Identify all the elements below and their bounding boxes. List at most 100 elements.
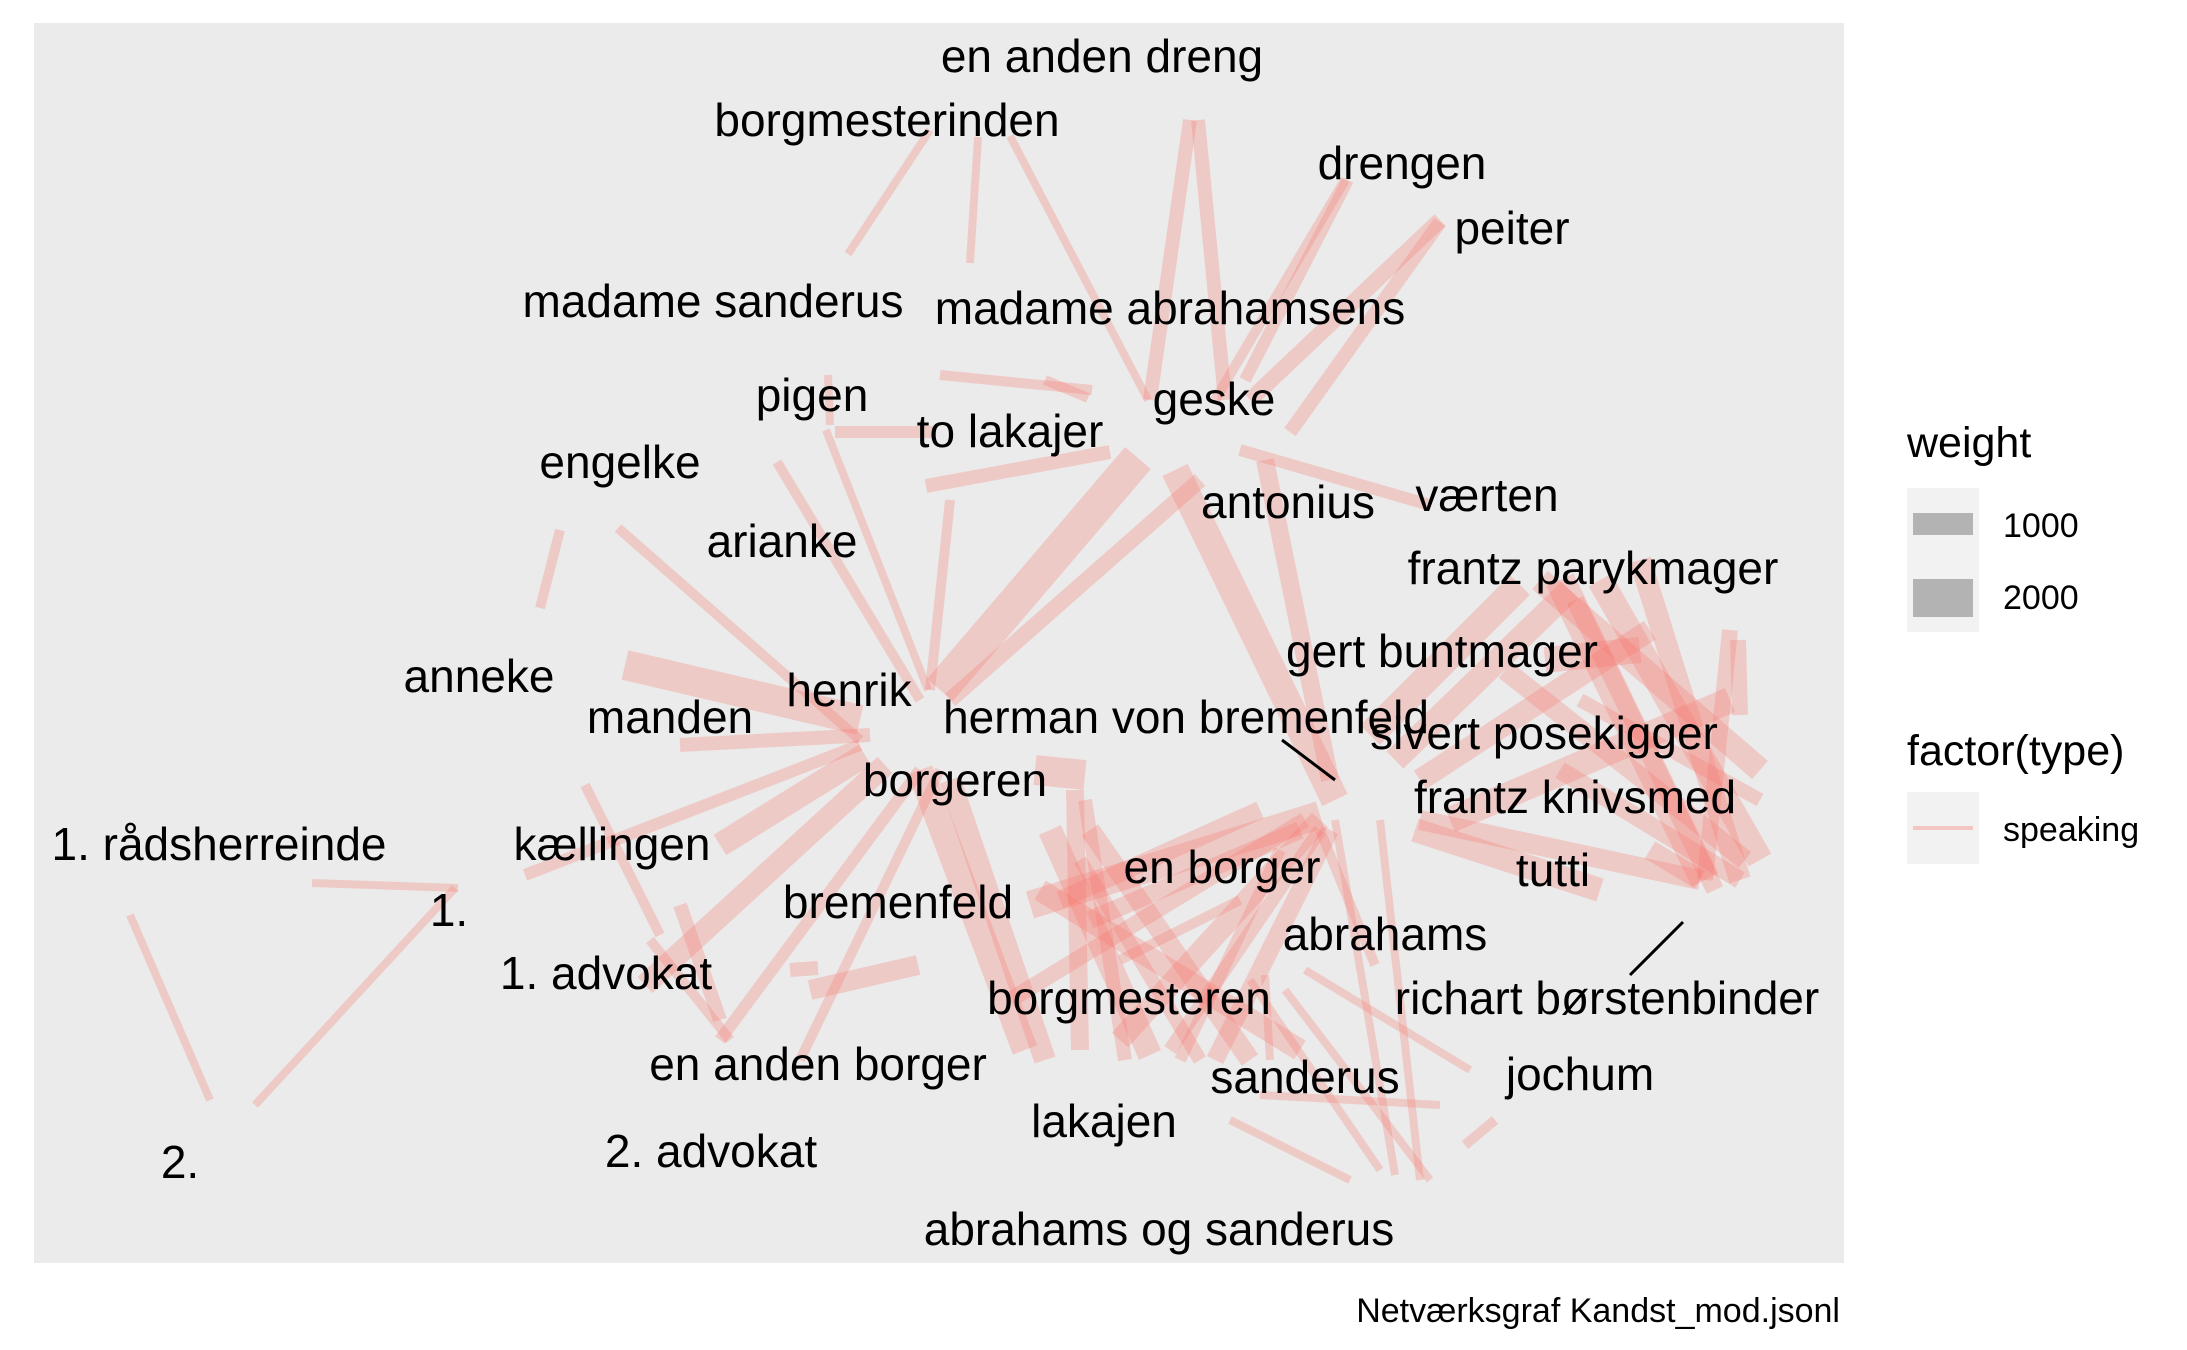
- legend-weight-swatch-2000: [1913, 579, 1973, 617]
- node-label: borgmesterinden: [714, 94, 1059, 146]
- node-label: geske: [1153, 373, 1276, 425]
- edge: [1143, 119, 1197, 401]
- edge: [715, 766, 925, 1044]
- edge: [1461, 1116, 1499, 1149]
- node-label: borgmesteren: [987, 972, 1271, 1024]
- node-label: to lakajer: [917, 405, 1104, 457]
- edge: [1376, 819, 1424, 1181]
- edge: [1034, 880, 1306, 1060]
- edge: [966, 136, 982, 264]
- edge: [1532, 570, 1768, 780]
- edge: [1360, 575, 1530, 745]
- node-label: en borger: [1124, 841, 1321, 893]
- edge: [795, 767, 945, 1063]
- edge: [1697, 629, 1738, 881]
- edge: [1073, 856, 1207, 1064]
- edge: [1546, 573, 1719, 887]
- edge: [824, 374, 834, 426]
- node-label: frantz parykmager: [1408, 542, 1779, 594]
- network-edges: [126, 119, 1772, 1184]
- node-label: bremenfeld: [783, 876, 1013, 928]
- edge: [1555, 762, 1745, 888]
- edge: [1078, 798, 1132, 1062]
- edge: [1386, 581, 1579, 769]
- edge: [1043, 375, 1090, 403]
- edge: [844, 127, 934, 257]
- edge: [614, 524, 864, 744]
- legend-type: factor(type) speaking: [1907, 727, 2139, 864]
- edge: [580, 782, 665, 938]
- node-label: en anden dreng: [941, 30, 1263, 82]
- node-label: henrik: [786, 664, 912, 716]
- legend-weight-label: 1000: [2003, 507, 2079, 545]
- edge: [1086, 821, 1304, 929]
- pointer-herman-von-bremenfeld: [1281, 738, 1336, 782]
- edge: [1588, 573, 1772, 867]
- node-label: 2. advokat: [605, 1125, 817, 1177]
- edge: [1162, 463, 1348, 807]
- node-label: 1.: [430, 884, 468, 936]
- edge: [1066, 789, 1089, 1051]
- edge: [1302, 966, 1473, 1074]
- edge: [1033, 755, 1087, 790]
- edge: [1164, 826, 1326, 1054]
- edge: [939, 370, 1093, 395]
- edge: [1039, 825, 1161, 1060]
- node-label: sivert posekigger: [1370, 707, 1718, 759]
- edge: [939, 776, 1056, 1064]
- edge: [535, 528, 565, 610]
- edge: [1210, 177, 1350, 403]
- edge: [1576, 693, 1764, 807]
- edge: [1228, 1116, 1352, 1184]
- node-label: pigen: [756, 369, 869, 421]
- node-label: peiter: [1454, 202, 1569, 254]
- edge: [789, 961, 819, 977]
- edge: [807, 955, 921, 1000]
- node-label: anneke: [404, 650, 555, 702]
- edge: [646, 936, 734, 1044]
- edge: [1174, 847, 1286, 1063]
- legend-weight: weight 1000 2000: [1906, 419, 2079, 632]
- edge: [1417, 810, 1703, 890]
- node-label: tutti: [1516, 844, 1590, 896]
- edge: [673, 902, 727, 1023]
- node-label: madame sanderus: [523, 275, 904, 327]
- edge: [1281, 987, 1434, 1183]
- node-label: arianke: [707, 515, 858, 567]
- legend-weight-swatch-1000: [1913, 513, 1973, 535]
- edge: [1543, 637, 1642, 673]
- edge: [1261, 974, 1274, 1061]
- edge: [126, 913, 214, 1102]
- edge: [621, 650, 864, 735]
- label-pointers: [1281, 738, 1685, 977]
- node-label: en anden borger: [649, 1038, 987, 1090]
- edge: [1413, 620, 1657, 790]
- edge: [522, 739, 863, 881]
- edge: [1315, 828, 1380, 967]
- legend-type-label: speaking: [2003, 811, 2139, 849]
- node-label: lakajen: [1031, 1095, 1177, 1147]
- edge: [1025, 801, 1325, 919]
- edge: [944, 473, 1206, 707]
- edge: [1005, 813, 1310, 1007]
- legend-type-title: factor(type): [1907, 727, 2124, 775]
- node-label: herman von bremenfeld: [943, 691, 1429, 743]
- edge: [1259, 1091, 1441, 1109]
- node-label: borgeren: [863, 754, 1047, 806]
- edge: [1244, 214, 1446, 406]
- node-label: abrahams og sanderus: [924, 1203, 1395, 1255]
- edge: [1331, 819, 1399, 1176]
- node-label: jochum: [1504, 1048, 1654, 1100]
- edge: [822, 428, 932, 692]
- edge: [1191, 119, 1232, 401]
- edge: [924, 445, 1112, 493]
- edge: [1644, 841, 1706, 889]
- edge: [1239, 177, 1354, 383]
- edge: [1498, 662, 1752, 868]
- edge: [1246, 977, 1384, 1173]
- edge: [925, 499, 955, 691]
- plot-panel: [34, 23, 1844, 1263]
- edge: [1206, 825, 1339, 1065]
- edge: [252, 885, 458, 1108]
